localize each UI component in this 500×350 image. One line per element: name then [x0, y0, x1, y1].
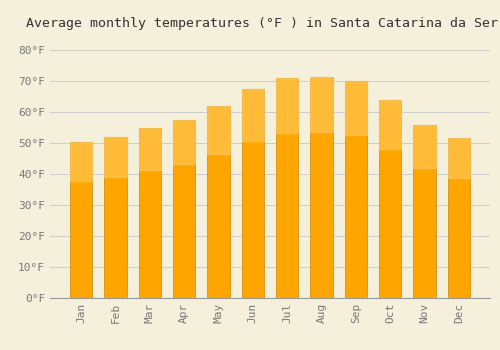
Bar: [138, 128, 161, 298]
Bar: [70, 141, 92, 181]
Bar: [414, 125, 436, 168]
Bar: [242, 89, 264, 298]
Bar: [208, 106, 230, 298]
Bar: [310, 77, 332, 298]
Bar: [344, 81, 367, 135]
Bar: [173, 120, 196, 298]
Bar: [379, 100, 402, 297]
Bar: [70, 141, 92, 298]
Bar: [138, 128, 161, 170]
Bar: [208, 106, 230, 154]
Bar: [242, 89, 264, 141]
Bar: [276, 78, 298, 133]
Bar: [104, 137, 126, 177]
Bar: [310, 77, 332, 132]
Bar: [448, 139, 470, 298]
Bar: [414, 125, 436, 298]
Bar: [104, 137, 126, 298]
Bar: [344, 81, 367, 298]
Bar: [448, 139, 470, 178]
Bar: [173, 120, 196, 164]
Title: Average monthly temperatures (°F ) in Santa Catarina da Serra: Average monthly temperatures (°F ) in Sa…: [26, 17, 500, 30]
Bar: [276, 78, 298, 298]
Bar: [379, 100, 402, 149]
